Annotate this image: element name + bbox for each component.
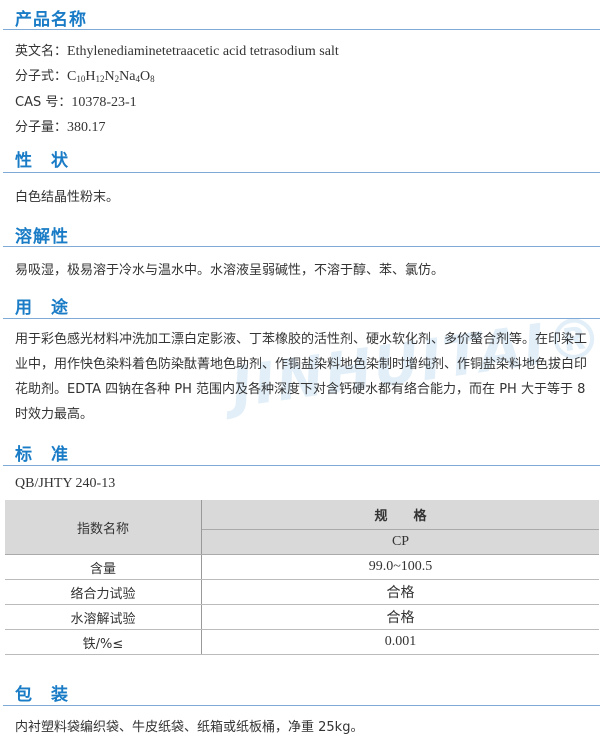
col-header-grade: CP: [201, 529, 599, 555]
packaging-text: 内衬塑料袋编织袋、牛皮纸袋、纸箱或纸板桶，净重 25kg。: [15, 720, 364, 735]
formula: 分子式：C10H12N2Na4O8: [15, 65, 155, 85]
table-row: 含量 99.0~100.5: [5, 554, 599, 580]
table-row: 水溶解试验 合格: [5, 604, 599, 630]
element-symbol: H: [85, 69, 96, 84]
section-title-packaging: 包 装: [15, 685, 69, 705]
element-symbol: N: [104, 69, 115, 84]
element-count: 12: [95, 74, 105, 84]
index-name: 铁/%≤: [5, 629, 202, 655]
divider: [3, 705, 600, 706]
spec-value: 0.001: [201, 629, 599, 655]
index-name: 络合力试验: [5, 579, 202, 605]
element-count: 8: [150, 74, 155, 84]
molecular-weight: 分子量：380.17: [15, 116, 106, 136]
col-header-index: 指数名称: [5, 500, 202, 555]
section-title-solubility: 溶解性: [15, 227, 69, 247]
label: 分子量：: [15, 120, 68, 135]
index-name: 水溶解试验: [5, 604, 202, 630]
element-count: 2: [114, 74, 120, 84]
index-name: 含量: [5, 554, 202, 580]
divider: [3, 465, 600, 466]
label: 分子式：: [15, 69, 68, 84]
section-title-properties: 性 状: [15, 151, 69, 171]
standard-code: QB/JHTY 240-13: [15, 476, 116, 491]
element-symbol: C: [67, 69, 77, 84]
value: 380.17: [67, 120, 106, 135]
label: 英文名：: [15, 44, 68, 59]
col-header-spec: 规 格: [201, 500, 599, 530]
table-row: 络合力试验 合格: [5, 579, 599, 605]
divider: [3, 172, 600, 173]
spec-value: 合格: [201, 604, 599, 630]
element-symbol: O: [139, 69, 151, 84]
english-name: 英文名：Ethylenediaminetetraacetic acid tetr…: [15, 40, 339, 60]
element-symbol: Na: [119, 69, 136, 84]
spec-table: 指数名称规 格 CP 含量 99.0~100.5 络合力试验 合格 水溶解试验 合格 铁/%…: [5, 500, 599, 655]
section-title-uses: 用 途: [15, 298, 69, 318]
formula-value: C10H12N2Na4O8: [67, 69, 155, 84]
value: Ethylenediaminetetraacetic acid tetrasod…: [67, 44, 339, 59]
uses-text: 用于彩色感光材料冲洗加工漂白定影液、丁苯橡胶的活性剂、硬水软化剂、多价螯合剂等。…: [15, 332, 588, 422]
value: 10378-23-1: [71, 95, 137, 110]
cas-number: CAS 号：10378-23-1: [15, 91, 137, 111]
label: CAS 号：: [15, 95, 72, 110]
divider: [3, 246, 600, 247]
spec-value: 99.0~100.5: [201, 554, 599, 580]
section-title-standard: 标 准: [15, 445, 69, 465]
properties-text: 白色结晶性粉末。: [15, 190, 120, 205]
solubility-text: 易吸湿，极易溶于冷水与温水中。水溶液呈弱碱性，不溶于醇、苯、氯仿。: [15, 263, 445, 278]
divider: [3, 318, 600, 319]
element-count: 4: [135, 74, 140, 84]
element-count: 10: [76, 74, 86, 84]
divider: [3, 29, 600, 30]
spec-value: 合格: [201, 579, 599, 605]
table-row: 铁/%≤ 0.001: [5, 629, 599, 655]
section-title-product-name: 产品名称: [15, 10, 87, 30]
